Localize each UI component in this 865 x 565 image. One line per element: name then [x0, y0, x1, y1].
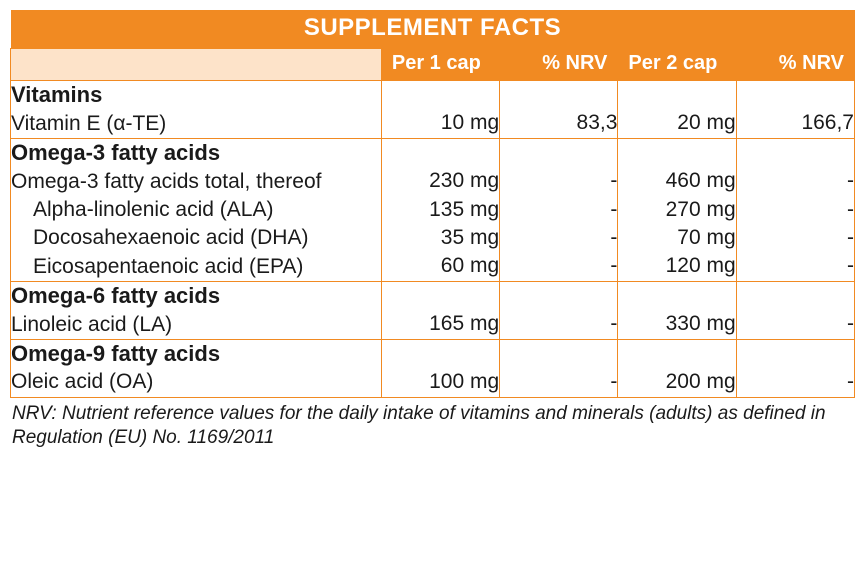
value: 166,7 — [737, 109, 854, 137]
section-title: Vitamins — [11, 81, 381, 110]
supplement-facts-table: SUPPLEMENT FACTS Per 1 cap % NRV Per 2 c… — [10, 10, 855, 398]
row-label: Eicosapentaenoic acid (EPA) — [11, 253, 381, 281]
header-nrv-1cap: % NRV — [500, 49, 618, 81]
value-cell-per1: 10 mg — [381, 81, 499, 139]
value: - — [737, 196, 854, 224]
header-per-2cap: Per 2 cap — [618, 49, 736, 81]
value: - — [500, 368, 617, 396]
value: - — [737, 310, 854, 338]
value: 135 mg — [382, 196, 499, 224]
spacer — [618, 81, 735, 109]
value: 200 mg — [618, 368, 735, 396]
spacer — [618, 139, 735, 167]
value: 70 mg — [618, 224, 735, 252]
value: - — [500, 224, 617, 252]
spacer — [737, 282, 854, 310]
section-name-cell: Omega-9 fatty acidsOleic acid (OA) — [11, 339, 382, 397]
value-cell-per1: 165 mg — [381, 281, 499, 339]
value: 20 mg — [618, 109, 735, 137]
spacer — [382, 139, 499, 167]
spacer — [382, 81, 499, 109]
spacer — [500, 282, 617, 310]
table-title: SUPPLEMENT FACTS — [11, 10, 855, 49]
section-title: Omega-6 fatty acids — [11, 282, 381, 311]
value: 230 mg — [382, 167, 499, 195]
header-per-1cap: Per 1 cap — [381, 49, 499, 81]
spacer — [737, 81, 854, 109]
value-cell-per1: 230 mg135 mg35 mg60 mg — [381, 138, 499, 281]
value-cell-per2: 20 mg — [618, 81, 736, 139]
value: 60 mg — [382, 252, 499, 280]
value-cell-nrv2: 166,7 — [736, 81, 854, 139]
spacer — [737, 340, 854, 368]
value-cell-nrv1: 83,3 — [500, 81, 618, 139]
table-row: Omega-3 fatty acidsOmega-3 fatty acids t… — [11, 138, 855, 281]
header-blank — [11, 49, 382, 81]
value: - — [737, 368, 854, 396]
value: - — [737, 252, 854, 280]
spacer — [618, 282, 735, 310]
spacer — [500, 139, 617, 167]
value: - — [500, 252, 617, 280]
value-cell-nrv2: ---- — [736, 138, 854, 281]
table-body: VitaminsVitamin E (α-TE) 10 mg 83,3 20 m… — [11, 81, 855, 398]
value: - — [500, 310, 617, 338]
value-cell-nrv1: - — [500, 281, 618, 339]
table-header-row: Per 1 cap % NRV Per 2 cap % NRV — [11, 49, 855, 81]
spacer — [737, 139, 854, 167]
value: - — [737, 224, 854, 252]
value: 10 mg — [382, 109, 499, 137]
value: 100 mg — [382, 368, 499, 396]
section-name-cell: VitaminsVitamin E (α-TE) — [11, 81, 382, 139]
row-label: Vitamin E (α-TE) — [11, 110, 381, 138]
spacer — [500, 340, 617, 368]
row-label: Oleic acid (OA) — [11, 368, 381, 396]
value: - — [500, 167, 617, 195]
value: - — [737, 167, 854, 195]
value: 460 mg — [618, 167, 735, 195]
table-row: Omega-9 fatty acidsOleic acid (OA) 100 m… — [11, 339, 855, 397]
spacer — [618, 340, 735, 368]
value-cell-per1: 100 mg — [381, 339, 499, 397]
value-cell-nrv2: - — [736, 281, 854, 339]
section-name-cell: Omega-6 fatty acidsLinoleic acid (LA) — [11, 281, 382, 339]
spacer — [382, 340, 499, 368]
table-row: VitaminsVitamin E (α-TE) 10 mg 83,3 20 m… — [11, 81, 855, 139]
row-label: Docosahexaenoic acid (DHA) — [11, 224, 381, 252]
row-label: Linoleic acid (LA) — [11, 311, 381, 339]
value: - — [500, 196, 617, 224]
value: 120 mg — [618, 252, 735, 280]
section-title: Omega-9 fatty acids — [11, 340, 381, 369]
value: 330 mg — [618, 310, 735, 338]
value: 35 mg — [382, 224, 499, 252]
value: 165 mg — [382, 310, 499, 338]
value-cell-nrv1: ---- — [500, 138, 618, 281]
value: 83,3 — [500, 109, 617, 137]
value: 270 mg — [618, 196, 735, 224]
header-nrv-2cap: % NRV — [736, 49, 854, 81]
table-title-row: SUPPLEMENT FACTS — [11, 10, 855, 49]
row-label: Omega-3 fatty acids total, thereof — [11, 168, 381, 196]
value-cell-per2: 460 mg270 mg70 mg120 mg — [618, 138, 736, 281]
table-row: Omega-6 fatty acidsLinoleic acid (LA) 16… — [11, 281, 855, 339]
value-cell-per2: 200 mg — [618, 339, 736, 397]
row-label: Alpha-linolenic acid (ALA) — [11, 196, 381, 224]
value-cell-per2: 330 mg — [618, 281, 736, 339]
footnote: NRV: Nutrient reference values for the d… — [10, 398, 855, 450]
value-cell-nrv1: - — [500, 339, 618, 397]
spacer — [382, 282, 499, 310]
section-title: Omega-3 fatty acids — [11, 139, 381, 168]
section-name-cell: Omega-3 fatty acidsOmega-3 fatty acids t… — [11, 138, 382, 281]
value-cell-nrv2: - — [736, 339, 854, 397]
spacer — [500, 81, 617, 109]
